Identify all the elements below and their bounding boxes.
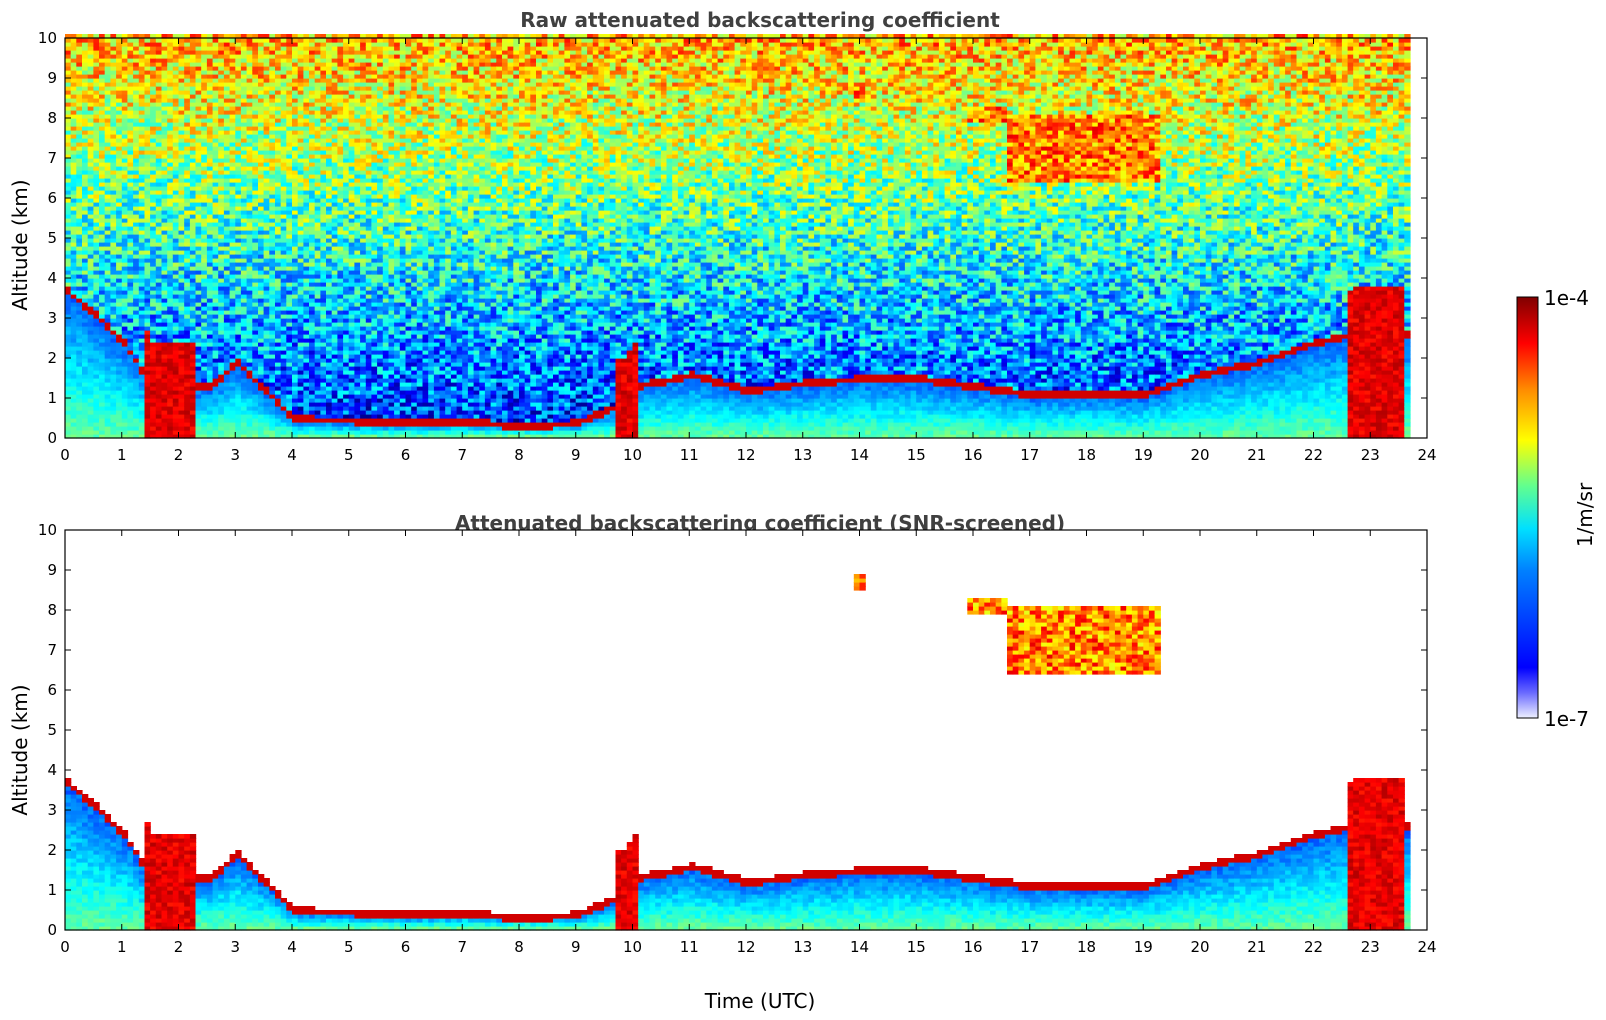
x-tick-label: 15 [907,938,926,956]
panel1-plot-area [65,34,1427,439]
y-tick-label: 10 [38,521,57,539]
x-tick-label: 10 [623,446,642,464]
x-tick-label: 24 [1417,938,1436,956]
y-tick-label: 3 [47,309,57,327]
y-tick-label: 2 [47,841,57,859]
x-tick-label: 18 [1077,938,1096,956]
x-tick-label: 7 [457,446,467,464]
colorbar-max-label: 1e-4 [1544,286,1589,310]
x-tick-label: 24 [1417,446,1436,464]
panel1-axes: 0 1 2 3 4 5 6 7 8 9 10 11 12 13 14 15 16 17 18 19 20 21 22 23 24… [38,29,1437,464]
y-tick-label: 0 [47,429,57,447]
y-tick-label: 1 [47,389,57,407]
x-tick-label: 5 [344,938,354,956]
panel1-ylabel: Altitude (km) [8,179,32,310]
x-tick-label: 13 [793,446,812,464]
x-tick-label: 8 [514,446,524,464]
x-tick-label: 12 [736,446,755,464]
colorbar-unit-label: 1/m/sr [1573,482,1597,547]
x-tick-label: 2 [174,938,184,956]
x-tick-label: 12 [736,938,755,956]
x-tick-label: 20 [1190,938,1209,956]
colorbar-min-label: 1e-7 [1544,707,1589,731]
x-tick-label: 20 [1190,446,1209,464]
x-tick-label: 8 [514,938,524,956]
x-tick-label: 22 [1304,446,1323,464]
x-tick-label: 10 [623,938,642,956]
x-tick-label: 16 [963,446,982,464]
y-tick-label: 6 [47,681,57,699]
x-tick-label: 16 [963,938,982,956]
y-tick-label: 8 [47,109,57,127]
x-tick-label: 19 [1134,446,1153,464]
x-tick-label: 6 [401,938,411,956]
y-tick-label: 5 [47,229,57,247]
x-tick-label: 4 [287,446,297,464]
heatmap-cells [65,34,1411,439]
x-tick-label: 23 [1361,446,1380,464]
x-tick-label: 1 [117,938,127,956]
panel2-plot-area [65,530,1427,931]
panel2-xlabel: Time (UTC) [704,989,816,1013]
panel2-axes: 0 1 2 3 4 5 6 7 8 9 10 11 12 13 14 15 16 17 18 19 20 21 22 23 24… [38,521,1437,956]
y-tick-label: 9 [47,561,57,579]
y-tick-label: 10 [38,29,57,47]
x-tick-label: 9 [571,446,581,464]
x-tick-label: 21 [1247,446,1266,464]
y-tick-label: 4 [47,761,57,779]
x-tick-label: 14 [850,446,869,464]
panel-screened: Attenuated backscattering coefficient (S… [8,511,1437,1013]
x-tick-label: 13 [793,938,812,956]
y-tick-label: 8 [47,601,57,619]
x-tick-label: 2 [174,446,184,464]
panel-raw: Raw attenuated backscattering coefficien… [8,8,1437,464]
heatmap-cells [65,574,1411,931]
colorbar-gradient [1516,296,1539,719]
panel1-title: Raw attenuated backscattering coefficien… [520,8,1000,32]
x-tick-label: 15 [907,446,926,464]
x-tick-label: 17 [1020,938,1039,956]
x-tick-label: 14 [850,938,869,956]
y-tick-label: 7 [47,149,57,167]
y-tick-label: 9 [47,69,57,87]
colorbar: 1e-4 1e-7 1/m/sr [1516,286,1597,731]
y-tick-label: 0 [47,921,57,939]
x-tick-label: 17 [1020,446,1039,464]
x-tick-label: 5 [344,446,354,464]
x-tick-label: 0 [60,446,70,464]
x-tick-label: 19 [1134,938,1153,956]
panel2-ylabel: Altitude (km) [8,684,32,815]
x-tick-label: 21 [1247,938,1266,956]
x-tick-label: 22 [1304,938,1323,956]
y-tick-label: 5 [47,721,57,739]
y-tick-label: 1 [47,881,57,899]
x-tick-label: 18 [1077,446,1096,464]
x-tick-label: 6 [401,446,411,464]
x-tick-label: 23 [1361,938,1380,956]
y-tick-label: 2 [47,349,57,367]
x-tick-label: 0 [60,938,70,956]
x-tick-label: 7 [457,938,467,956]
y-tick-label: 3 [47,801,57,819]
x-tick-label: 11 [680,446,699,464]
y-tick-label: 7 [47,641,57,659]
x-tick-label: 3 [230,446,240,464]
y-tick-label: 4 [47,269,57,287]
x-tick-label: 11 [680,938,699,956]
x-tick-label: 9 [571,938,581,956]
x-tick-label: 3 [230,938,240,956]
x-tick-label: 1 [117,446,127,464]
y-tick-label: 6 [47,189,57,207]
x-tick-label: 4 [287,938,297,956]
